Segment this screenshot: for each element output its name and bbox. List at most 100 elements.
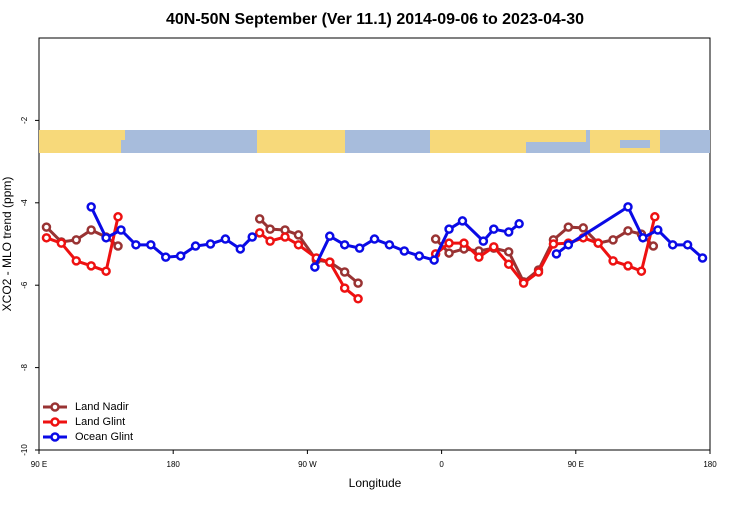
- data-point: [71, 256, 82, 266]
- data-point: [310, 262, 320, 272]
- data-point: [650, 212, 660, 222]
- data-point: [265, 236, 275, 246]
- data-point: [339, 283, 350, 293]
- data-point: [578, 223, 589, 233]
- data-point: [444, 224, 454, 234]
- data-point: [205, 239, 216, 249]
- data-point: [325, 257, 335, 267]
- data-point: [503, 259, 514, 269]
- data-point: [101, 266, 111, 276]
- y-tick-label: -4: [20, 199, 29, 207]
- data-point: [514, 219, 524, 229]
- x-tick-label: 180: [167, 460, 181, 469]
- data-point: [623, 202, 633, 212]
- chart-title: 40N-50N September (Ver 11.1) 2014-09-06 …: [166, 11, 584, 28]
- data-point: [551, 249, 562, 259]
- data-point: [399, 246, 410, 256]
- data-point: [457, 216, 468, 226]
- data-point: [608, 235, 618, 245]
- data-point: [325, 231, 335, 241]
- data-point: [429, 255, 439, 265]
- data-point: [533, 267, 544, 277]
- data-point: [682, 240, 693, 250]
- data-point: [293, 240, 304, 250]
- data-point: [489, 224, 499, 234]
- data-point: [71, 235, 82, 245]
- data-point: [339, 267, 350, 277]
- legend-marker: [50, 417, 60, 427]
- legend-label: Land Nadir: [75, 401, 129, 413]
- data-point: [648, 241, 659, 251]
- data-point: [503, 227, 514, 237]
- data-point: [190, 241, 201, 251]
- data-point: [160, 252, 171, 262]
- data-point: [593, 238, 603, 248]
- data-point: [41, 222, 52, 232]
- y-tick-label: -2: [20, 116, 29, 124]
- data-point: [384, 240, 395, 250]
- plot-frame: [38, 37, 711, 451]
- x-axis-label: Longitude: [349, 476, 402, 490]
- data-point: [697, 253, 708, 263]
- y-axis-label: XCO2 - MLO trend (ppm): [0, 177, 14, 312]
- data-point: [101, 233, 111, 243]
- data-point: [563, 240, 574, 250]
- y-tick-label: -6: [20, 281, 29, 289]
- map-strip: [39, 130, 710, 153]
- legend-label: Land Glint: [75, 416, 125, 428]
- data-point: [175, 251, 186, 261]
- data-point: [131, 240, 141, 250]
- data-point: [623, 226, 633, 236]
- y-tick-label: -10: [20, 444, 29, 456]
- data-point: [430, 234, 441, 244]
- data-point: [459, 238, 469, 248]
- series-line: [45, 216, 657, 300]
- data-point: [220, 234, 231, 244]
- data-point: [235, 244, 246, 254]
- data-point: [293, 230, 304, 240]
- data-point: [548, 239, 559, 249]
- data-point: [563, 222, 574, 232]
- data-point: [116, 225, 126, 235]
- data-point: [113, 241, 123, 251]
- data-point: [113, 212, 123, 222]
- data-point: [353, 294, 363, 304]
- data-point: [56, 238, 67, 248]
- y-tick-label: -8: [20, 363, 29, 371]
- data-point: [623, 261, 633, 271]
- legend-marker: [50, 402, 60, 412]
- x-tick-label: 90 E: [568, 460, 584, 469]
- data-point: [503, 247, 514, 257]
- data-point: [254, 214, 265, 224]
- data-point: [638, 233, 648, 243]
- data-point: [86, 261, 96, 271]
- data-point: [339, 240, 350, 250]
- x-tick-label: 180: [703, 460, 717, 469]
- x-tick-label: 0: [439, 460, 444, 469]
- data-point: [444, 248, 454, 258]
- data-point: [254, 228, 265, 238]
- data-point: [354, 243, 365, 253]
- data-point: [478, 236, 489, 246]
- data-point: [353, 278, 363, 288]
- data-point: [489, 242, 499, 252]
- data-point: [280, 232, 290, 242]
- data-point: [146, 240, 156, 250]
- data-point: [41, 233, 52, 243]
- data-point: [636, 266, 647, 276]
- data-point: [86, 225, 96, 235]
- data-point: [444, 238, 454, 248]
- legend-marker: [50, 432, 60, 442]
- x-tick-label: 90 W: [298, 460, 317, 469]
- data-point: [265, 224, 275, 234]
- data-point: [653, 225, 663, 235]
- data-point: [667, 240, 678, 250]
- data-point: [369, 234, 380, 244]
- data-point: [608, 256, 618, 266]
- data-point: [414, 251, 424, 261]
- data-point: [247, 232, 257, 242]
- x-tick-label: 90 E: [31, 460, 47, 469]
- data-point: [474, 252, 484, 262]
- legend-label: Ocean Glint: [75, 431, 133, 443]
